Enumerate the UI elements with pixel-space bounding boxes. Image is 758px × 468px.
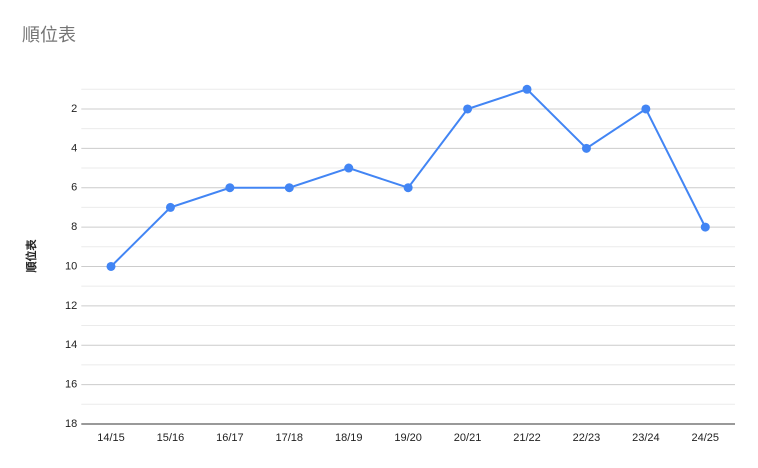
x-tick-label: 23/24 xyxy=(632,432,660,444)
y-tick-label: 2 xyxy=(71,103,77,115)
x-tick-label: 18/19 xyxy=(335,432,363,444)
y-tick-label: 6 xyxy=(71,182,77,194)
x-tick-label: 19/20 xyxy=(394,432,422,444)
data-point xyxy=(284,183,294,193)
data-point xyxy=(522,84,532,94)
y-tick-label: 16 xyxy=(65,379,77,391)
data-point xyxy=(403,183,413,193)
data-point xyxy=(165,202,175,212)
chart-title: 順位表 xyxy=(22,25,76,45)
data-point xyxy=(225,183,235,193)
data-point xyxy=(344,163,354,173)
data-point xyxy=(106,261,116,271)
x-tick-label: 22/23 xyxy=(573,432,601,444)
y-tick-label: 4 xyxy=(71,142,77,154)
y-tick-label: 18 xyxy=(65,418,77,430)
x-tick-label: 17/18 xyxy=(276,432,304,444)
y-tick-label: 14 xyxy=(65,339,77,351)
x-tick-label: 14/15 xyxy=(97,432,125,444)
data-point xyxy=(581,143,591,153)
x-tick-label: 15/16 xyxy=(157,432,185,444)
y-tick-label: 8 xyxy=(71,221,77,233)
y-tick-label: 10 xyxy=(65,260,77,272)
x-tick-label: 21/22 xyxy=(513,432,541,444)
data-point xyxy=(463,104,473,114)
y-tick-label: 12 xyxy=(65,300,77,312)
x-tick-label: 16/17 xyxy=(216,432,244,444)
data-point xyxy=(641,104,651,114)
data-point xyxy=(700,222,710,232)
x-tick-label: 20/21 xyxy=(454,432,482,444)
x-tick-label: 24/25 xyxy=(692,432,720,444)
y-axis-label: 順位表 xyxy=(24,239,38,273)
